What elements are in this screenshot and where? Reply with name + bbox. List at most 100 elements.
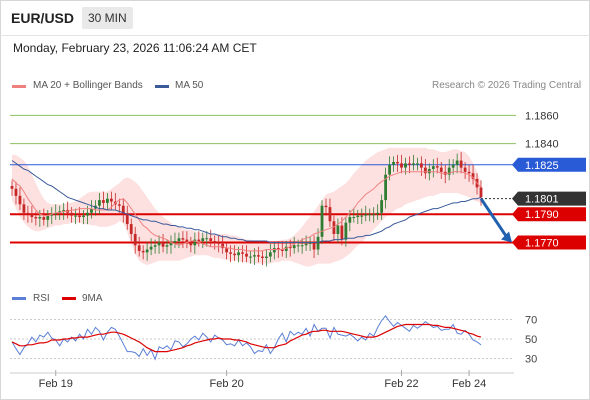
candle-body (189, 242, 193, 246)
candle-body (257, 255, 260, 257)
candle-body (105, 198, 109, 203)
candle-body (260, 256, 264, 258)
candle-body (404, 163, 407, 168)
x-axis: Feb 19 Feb 20 Feb 22 Feb 24 (10, 370, 514, 390)
candle-body (292, 245, 296, 249)
candle-body (272, 248, 276, 253)
candle-body (225, 248, 229, 253)
candle-body (423, 167, 427, 174)
candle-body (416, 163, 419, 165)
rsi-tick-label: 70 (525, 315, 537, 327)
candle-body (149, 246, 153, 250)
candle-body (360, 215, 364, 217)
candle-body (233, 253, 236, 256)
candle-body (368, 214, 372, 216)
candle-body (324, 205, 328, 208)
candle-body (352, 217, 356, 219)
candle-body (249, 256, 252, 258)
candle-body (276, 248, 280, 250)
candle-body (161, 242, 165, 247)
candle-body (241, 252, 244, 254)
price-label-box (512, 157, 586, 172)
header-divider (0, 35, 590, 36)
candle-body (253, 255, 256, 257)
candle-body (372, 214, 376, 216)
candle-body (109, 198, 113, 202)
ma50-line (11, 160, 482, 243)
price-level-label: 1.1790 (525, 209, 559, 221)
candle-body (42, 217, 46, 220)
candle-body (364, 214, 368, 216)
candle-body (125, 214, 129, 225)
candle-body (169, 242, 173, 246)
candle-body (153, 245, 157, 247)
candle-body (221, 243, 225, 249)
candle-body (408, 163, 411, 165)
candle-body (229, 252, 233, 254)
candle-body (388, 164, 391, 175)
candle-body (380, 200, 384, 213)
candle-body (459, 160, 463, 168)
candle-body (419, 163, 423, 168)
candle-body (54, 212, 58, 215)
timeframe-button[interactable]: 30 MIN (82, 7, 133, 29)
candle-body (10, 185, 14, 189)
candle-body (70, 212, 74, 216)
projection-arrowhead (501, 231, 512, 243)
projection-arrow (479, 197, 509, 239)
candle-body (121, 205, 125, 215)
candle-body (348, 217, 352, 223)
candle-body (280, 249, 284, 251)
candle-body (177, 238, 181, 242)
candle-body (86, 212, 89, 216)
candle-body (209, 238, 213, 242)
rsi-ma-legend-swatch (62, 297, 76, 300)
price-label-box (512, 191, 586, 206)
price-label-box (512, 207, 586, 222)
candle-body (344, 222, 348, 240)
candle-body (467, 171, 471, 174)
symbol-title: EUR/USD (11, 10, 75, 26)
rsi-line (11, 314, 482, 361)
candle-body (58, 211, 62, 213)
candle-body (145, 249, 149, 253)
candle-body (22, 204, 26, 213)
ma20-legend-label: MA 20 + Bollinger Bands (33, 80, 143, 91)
candle-body (479, 187, 483, 198)
candle-body (62, 209, 66, 212)
price-panel: 1.1860 1.1840 1.1825 1.1801 1.1790 1.1770 (10, 110, 586, 267)
price-level-label: 1.1801 (525, 194, 559, 206)
candle-body (201, 238, 205, 242)
candle-body (78, 215, 81, 218)
candle-body (412, 163, 415, 165)
candle-body (392, 161, 395, 165)
candle-body (26, 212, 30, 215)
ma50-legend-label: MA 50 (175, 80, 204, 91)
candle-body (197, 239, 201, 242)
rsi-legend-label: RSI (33, 293, 50, 304)
candle-body (264, 256, 268, 258)
price-level-label: 1.1860 (525, 110, 559, 122)
candle-body (356, 215, 360, 218)
bollinger-band-area (12, 147, 481, 267)
price-level-label: 1.1840 (525, 139, 559, 151)
candle-body (284, 246, 288, 251)
candle-body (30, 214, 34, 218)
candle-body (427, 169, 431, 174)
candle-body (141, 250, 145, 253)
candle-body (90, 208, 93, 213)
candle-body (463, 167, 467, 172)
candle-body (268, 252, 272, 257)
x-axis-label: Feb 19 (39, 378, 73, 390)
candle-body (137, 245, 141, 251)
chart-header: EUR/USD 30 MIN (0, 0, 590, 36)
candle-body (98, 200, 101, 206)
candle-body (316, 236, 320, 250)
candle-body (181, 238, 185, 240)
ma20-legend-swatch (12, 85, 26, 88)
candle-body (431, 166, 435, 170)
ma20-line (11, 171, 482, 252)
price-level-label: 1.1825 (525, 160, 559, 172)
rsi-ma-legend-label: 9MA (82, 293, 103, 304)
candle-body (165, 245, 169, 247)
